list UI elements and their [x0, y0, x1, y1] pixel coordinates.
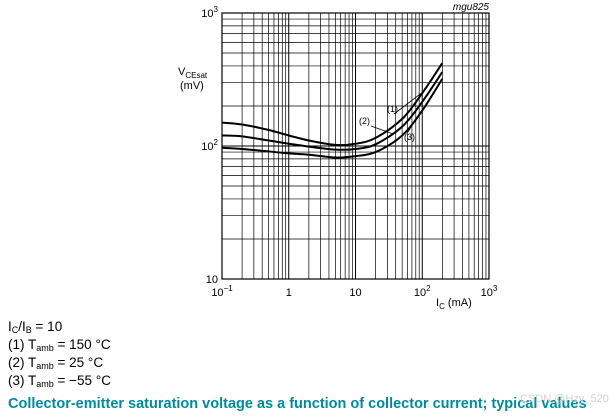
- condition-rest: = −55 °C: [53, 373, 111, 388]
- grid: [222, 13, 489, 279]
- condition-note-2: (2) Tamb = 25 °C: [8, 354, 111, 372]
- curve-label-2: (2): [359, 116, 370, 126]
- y-axis-label: VCEsat (mV): [178, 66, 208, 92]
- curve-label-3: (3): [404, 132, 415, 142]
- x-tick-label: 1: [286, 287, 292, 299]
- ratio-note: IC/IB = 10: [8, 318, 111, 336]
- y-tick-label: 10: [206, 274, 218, 286]
- condition-sub: amb: [36, 379, 54, 389]
- curve-3: [221, 78, 444, 159]
- curve-2: [221, 71, 444, 151]
- y-axis-label-sub: CEsat: [185, 71, 208, 80]
- figure-id: mgu825: [453, 2, 490, 13]
- curve-1: [221, 62, 444, 147]
- x-axis-label-unit: (mA): [445, 297, 472, 309]
- tick-labels: 10−1 1 10 102 103 10 102 103: [201, 5, 498, 299]
- curves: [221, 62, 444, 159]
- y-tick-label: 102: [201, 138, 218, 153]
- condition-rest: = 150 °C: [53, 337, 111, 352]
- curve-label-leader: [370, 125, 392, 134]
- ratio-rest: = 10: [31, 319, 63, 334]
- x-tick-label: 10−1: [211, 284, 233, 299]
- condition-note-1: (1) Tamb = 150 °C: [8, 336, 111, 354]
- curve-label-leader: [393, 91, 424, 115]
- condition-rest: = 25 °C: [53, 355, 104, 370]
- ratio-sub1: C: [11, 325, 19, 335]
- y-axis-label-main: V: [178, 66, 186, 78]
- condition-label: (1) T: [8, 337, 37, 352]
- ratio-slash: /I: [18, 319, 26, 334]
- condition-note-3: (3) Tamb = −55 °C: [8, 372, 111, 390]
- condition-sub: amb: [36, 343, 54, 353]
- figure-caption: Collector-emitter saturation voltage as …: [8, 396, 587, 412]
- condition-label: (2) T: [8, 355, 37, 370]
- condition-label: (3) T: [8, 373, 37, 388]
- watermark: CSDN @Hzy_520: [520, 393, 609, 405]
- x-tick-label: 102: [414, 284, 431, 299]
- x-tick-label: 10: [349, 287, 361, 299]
- conditions-notes: IC/IB = 10 (1) Tamb = 150 °C (2) Tamb = …: [8, 318, 111, 390]
- x-axis-label-sub: C: [439, 302, 445, 311]
- y-axis-label-unit: (mV): [180, 80, 204, 92]
- x-tick-label: 103: [481, 284, 498, 299]
- svg-text:VCEsat: VCEsat: [178, 66, 208, 80]
- curve-labels: (1) (2) (3): [359, 91, 424, 142]
- x-axis-label: IC (mA): [436, 297, 472, 311]
- curve-label-leader: [407, 118, 417, 133]
- curve-label-1: (1): [387, 104, 398, 114]
- ratio-main1: I: [8, 319, 12, 334]
- x-axis-label-main: I: [436, 297, 439, 309]
- ratio-sub2: B: [25, 325, 32, 335]
- plot-frame: [221, 12, 490, 280]
- y-tick-label: 103: [201, 5, 218, 20]
- condition-sub: amb: [36, 361, 54, 371]
